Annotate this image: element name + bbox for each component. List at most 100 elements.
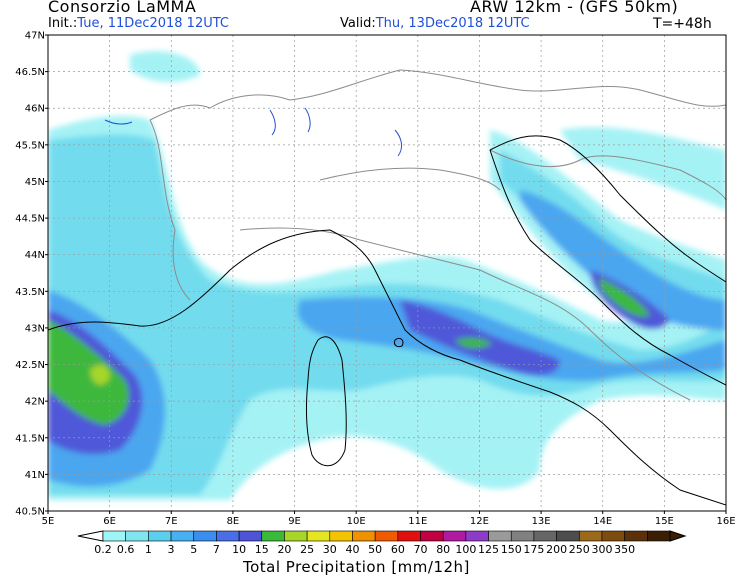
init-label: Init.:	[48, 16, 78, 31]
precip-core-15-central	[455, 337, 492, 349]
slovenia-croatia-border	[489, 149, 726, 201]
corsica-coast	[306, 336, 347, 467]
colorbar-segment	[193, 530, 217, 542]
precip-area-0.2-alps	[130, 51, 200, 82]
colorbar-segment	[125, 530, 149, 542]
colorbar-level-label: 200	[546, 543, 567, 556]
map-frame	[47, 34, 727, 512]
regional-border-north	[319, 167, 501, 191]
lon-label: 8E	[227, 516, 240, 527]
valid-time: Valid:Thu, 13Dec2018 12UTC	[340, 16, 530, 31]
gridlines	[48, 35, 726, 511]
colorbar-segment	[647, 530, 671, 542]
country-borders	[149, 69, 726, 401]
colorbar-level-label: 350	[614, 543, 635, 556]
colorbar-segment	[329, 530, 353, 542]
lat-label: 45.5N	[15, 140, 45, 151]
colorbar-level-label: 70	[414, 543, 428, 556]
lon-label: 6E	[103, 516, 116, 527]
colorbar-level-label: 80	[436, 543, 450, 556]
lat-label: 44.5N	[15, 214, 45, 225]
adriatic-coast-italy	[489, 149, 726, 386]
colorbar	[77, 530, 687, 542]
precip-area-0.6-adriatic	[500, 150, 726, 320]
lat-label: 46N	[25, 104, 45, 115]
lat-label: 47N	[25, 31, 45, 42]
colorbar-level-label: 20	[277, 543, 291, 556]
colorbar-level-label: 100	[455, 543, 476, 556]
lat-label: 45N	[25, 177, 45, 188]
valid-value: Thu, 13Dec2018 12UTC	[375, 16, 530, 31]
lead-time: T=+48h	[653, 16, 712, 32]
latitude-labels: 47N 46.5N 46N 45.5N 45N 44.5N 44N 43.5N 43N 42.5N…	[15, 31, 45, 518]
colorbar-level-label: 150	[501, 543, 522, 556]
colorbar-segment	[238, 530, 263, 542]
lakes	[104, 107, 403, 157]
axis-ticks	[45, 34, 727, 514]
colorbar-segment	[556, 530, 580, 542]
colorbar-segment	[397, 530, 421, 542]
colorbar-segment	[601, 530, 625, 542]
colorbar-level-label: 0.2	[94, 543, 112, 556]
colorbar-level-label: 50	[368, 543, 382, 556]
lon-label: 13E	[532, 516, 551, 527]
longitude-labels: 5E 6E 7E 8E 9E 10E 11E 12E 13E 14E 15E 16E	[42, 516, 736, 527]
init-time: Init.:Tue, 11Dec2018 12UTC	[48, 16, 229, 31]
colorbar-segment	[488, 530, 512, 542]
lat-label: 46.5N	[15, 67, 45, 78]
colorbar-title: Total Precipitation [mm/12h]	[243, 558, 470, 576]
lat-label: 43.5N	[15, 287, 45, 298]
precip-area-3-central	[297, 297, 726, 381]
colorbar-level-label: 3	[168, 543, 175, 556]
colorbar-segment	[578, 530, 603, 542]
colorbar-segment	[420, 530, 444, 542]
lake-geneva	[104, 119, 133, 125]
colorbar-segment	[261, 530, 285, 542]
lat-label: 41N	[25, 470, 45, 481]
lon-label: 5E	[42, 516, 55, 527]
precip-core-20-west	[90, 364, 110, 385]
lat-label: 41.5N	[15, 433, 45, 444]
colorbar-level-label: 15	[255, 543, 269, 556]
alpine-border	[149, 69, 726, 121]
colorbar-high-arrow	[669, 530, 687, 542]
colorbar-segment	[624, 530, 648, 542]
colorbar-level-label: 250	[569, 543, 590, 556]
colorbar-segment	[533, 530, 557, 542]
coastlines	[48, 135, 726, 506]
lon-label: 16E	[716, 516, 735, 527]
map-area	[48, 35, 726, 511]
lon-label: 9E	[288, 516, 301, 527]
colorbar-level-label: 7	[213, 543, 220, 556]
colorbar-segment	[465, 530, 489, 542]
colorbar-segment	[374, 530, 399, 542]
colorbar-labels: 0.2 0.6 1 3 5 7 10 15 20 25 30 40 50 60 70 80 100 125 150 1…	[94, 543, 635, 556]
precip-area-3-adriatic	[520, 190, 726, 330]
lon-label: 12E	[470, 516, 489, 527]
precip-core-15-west	[48, 320, 129, 425]
colorbar-segment	[442, 530, 467, 542]
colorbar-low-arrow	[77, 530, 104, 542]
colorbar-level-label: 60	[391, 543, 405, 556]
lake-garda	[394, 129, 403, 157]
organization-title: Consorzio LaMMA	[48, 0, 197, 16]
colorbar-segment	[102, 530, 126, 542]
adriatic-coast-balkans	[489, 135, 726, 283]
lat-label: 42N	[25, 397, 45, 408]
tyrrhenian-coast	[48, 229, 726, 506]
model-title: ARW 12km - (GFS 50km)	[470, 0, 679, 16]
precip-area-10-central	[400, 300, 560, 376]
colorbar-level-label: 10	[232, 543, 246, 556]
colorbar-level-label: 25	[300, 543, 314, 556]
colorbar-level-label: 0.6	[117, 543, 135, 556]
colorbar-segment	[216, 530, 240, 542]
lon-label: 15E	[655, 516, 674, 527]
precip-field	[48, 51, 726, 501]
precip-core-15-adriatic	[599, 278, 650, 317]
colorbar-level-label: 125	[478, 543, 499, 556]
colorbar-level-label: 1	[145, 543, 152, 556]
colorbar-level-label: 5	[190, 543, 197, 556]
regional-border-apennines	[239, 227, 691, 401]
colorbar-level-label: 40	[345, 543, 359, 556]
